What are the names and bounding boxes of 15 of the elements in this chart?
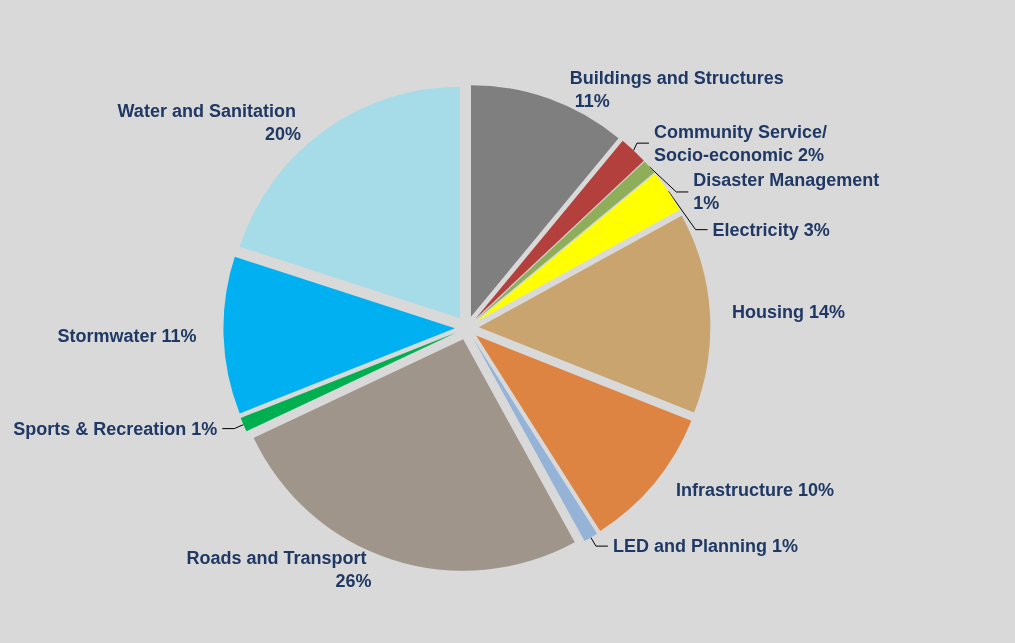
data-label: 1%: [693, 193, 720, 214]
slice-label: Roads and Transport: [186, 547, 372, 568]
slice-label: Infrastructure 10%: [676, 479, 835, 500]
data-label: 20%: [264, 124, 301, 145]
slice-label: Community Service/Socio-economic 2%: [653, 121, 828, 165]
slice-label: Disaster Management: [693, 170, 885, 191]
data-label: 26%: [335, 570, 372, 591]
slice-label: Electricity 3%: [712, 219, 830, 240]
slice-label: Buildings and Structures: [569, 67, 784, 88]
slice-label: Sports & Recreation 1%: [13, 418, 218, 439]
data-label: 11%: [569, 90, 610, 111]
slice-label: Water and Sanitation: [117, 101, 301, 122]
slice-label: LED and Planning 1%: [612, 536, 798, 557]
slice-label: Housing 14%: [731, 302, 845, 323]
slice-label: Stormwater 11%: [57, 325, 197, 346]
